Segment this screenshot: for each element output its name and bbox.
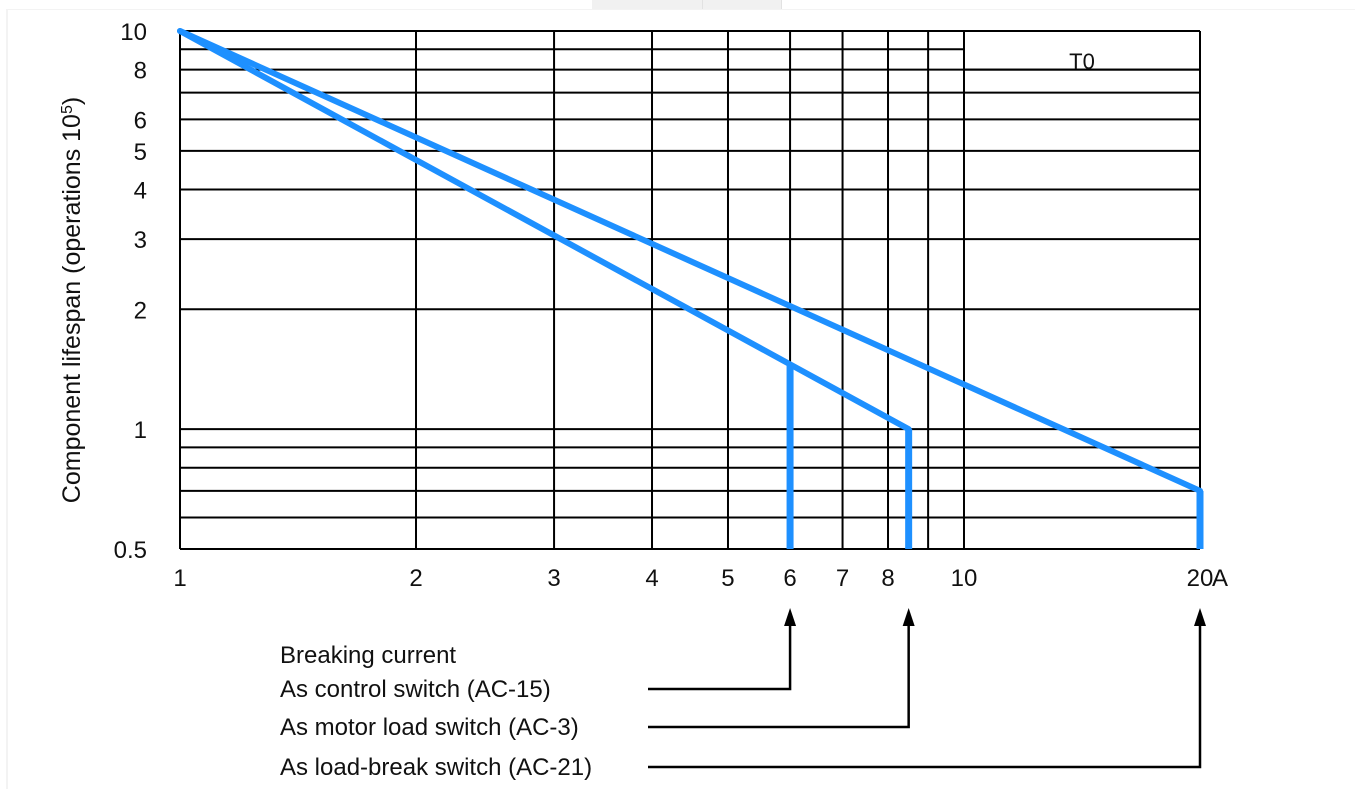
- y-axis-label-close: ): [58, 97, 86, 105]
- y-tick-labels: 0.5 1 2 3 4 5 6 8 10: [114, 19, 147, 564]
- y-tick-label: 3: [134, 227, 147, 254]
- annotation-leader-1: [648, 622, 910, 729]
- y-axis-label-exponent: 5: [59, 105, 76, 114]
- y-tick-label: 10: [120, 19, 147, 46]
- y-tick-label: 0.5: [114, 537, 147, 564]
- x-tick-label: 2: [409, 565, 422, 592]
- annotation-arrowhead-0: [784, 608, 797, 626]
- top-frame-border: [8, 9, 1355, 10]
- annotation-heading: Breaking current: [280, 642, 456, 669]
- annotation-layer: Breaking current As control switch (AC-1…: [280, 608, 1206, 781]
- y-tick-label: 2: [134, 297, 147, 324]
- annotation-arrowhead-1: [902, 608, 915, 626]
- annotation-leader-2: [648, 622, 1202, 769]
- series-line-1: [177, 28, 912, 433]
- y-axis-title: Component lifespan (operations 105): [58, 97, 86, 503]
- series-line-0: [177, 28, 1203, 494]
- region-label-t0: T0: [1069, 49, 1095, 74]
- annotation-arrowhead-2: [1194, 608, 1206, 626]
- annotation-ac21-label: As load-break switch (AC-21): [280, 754, 592, 781]
- x-tick-label: 7: [836, 565, 849, 592]
- x-tick-label: 8: [881, 565, 894, 592]
- y-tick-label: 4: [134, 177, 147, 204]
- top-tab-strip: [592, 0, 782, 9]
- annotation-leader-0: [648, 622, 792, 691]
- x-tick-label: 4: [645, 565, 658, 592]
- y-tick-label: 8: [134, 58, 147, 85]
- y-tick-label: 6: [134, 107, 147, 134]
- y-axis-label-base: Component lifespan (operations 10: [58, 114, 86, 503]
- region-layer: T0: [1069, 49, 1095, 74]
- x-tick-label: 10: [951, 565, 978, 592]
- annotation-ac15-label: As control switch (AC-15): [280, 676, 551, 703]
- x-tick-label: 5: [721, 565, 734, 592]
- x-tick-label: 1: [173, 565, 186, 592]
- x-tick-labels: 1 2 3 4 5 6 7 8 10 20A: [173, 565, 1228, 592]
- annotation-ac3-label: As motor load switch (AC-3): [280, 714, 579, 741]
- region-box-fill: [964, 32, 1199, 58]
- x-axis-unit-label: A: [1212, 565, 1228, 592]
- grid-layer: [179, 30, 1201, 550]
- x-tick-label: 6: [783, 565, 796, 592]
- left-frame-border: [6, 9, 8, 789]
- tab-right[interactable]: [703, 0, 782, 9]
- y-tick-label: 1: [134, 417, 147, 444]
- series-layer: [177, 28, 1204, 549]
- y-tick-label: 5: [134, 139, 147, 166]
- tab-left[interactable]: [592, 0, 703, 9]
- y-axis-label: Component lifespan (operations 105): [58, 97, 86, 503]
- x-tick-label: 3: [547, 565, 560, 592]
- x-tick-label: 20: [1187, 565, 1214, 592]
